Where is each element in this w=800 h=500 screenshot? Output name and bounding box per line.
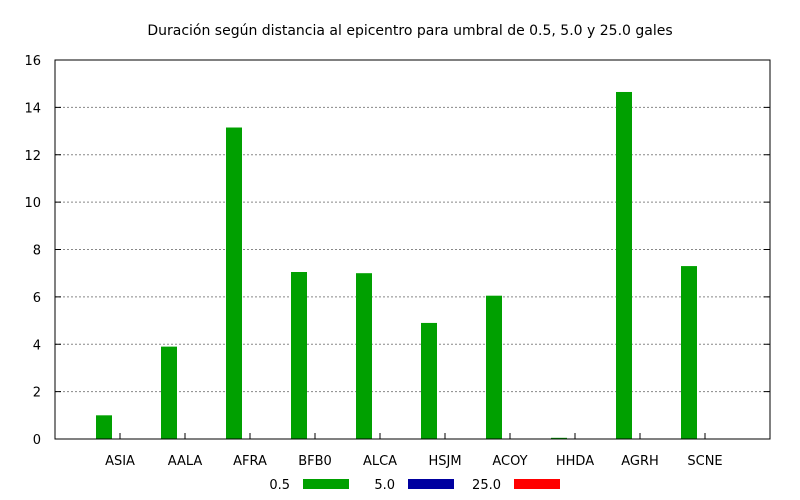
- legend-label: 25.0: [472, 478, 501, 493]
- y-tick-label: 16: [24, 54, 41, 69]
- bar-0-5-asia: [96, 415, 112, 439]
- y-tick-label: 4: [33, 338, 41, 353]
- legend-swatch: [514, 479, 560, 489]
- x-tick-label: ASIA: [105, 454, 135, 469]
- y-tick-label: 10: [24, 196, 41, 211]
- y-tick-label: 2: [33, 386, 41, 401]
- bar-0-5-hsjm: [421, 322, 437, 439]
- y-tick-label: 0: [33, 433, 41, 448]
- x-tick-label: ACOY: [492, 454, 527, 469]
- y-tick-label: 6: [33, 291, 41, 306]
- y-tick-label: 14: [24, 101, 41, 116]
- bar-0-5-alca: [356, 273, 372, 439]
- x-tick-label: HHDA: [556, 454, 594, 469]
- bar-0-5-acoy: [486, 295, 502, 439]
- gridlines: [55, 106, 770, 393]
- x-tick-label: HSJM: [428, 454, 461, 469]
- bar-0-5-bfb0: [291, 272, 307, 439]
- legend-swatch: [303, 479, 349, 489]
- legend: 0.5 5.0 25.0: [269, 478, 560, 493]
- legend-swatch: [408, 479, 454, 489]
- legend-label: 5.0: [374, 478, 395, 493]
- y-axis: 0 2 4 6 8 10 12 14 16: [24, 54, 770, 448]
- x-axis: ASIA AALA AFRA BFB0 ALCA HSJM ACOY HHDA AGRH SCNE: [105, 433, 723, 469]
- x-tick-label: BFB0: [298, 454, 332, 469]
- x-tick-label: AFRA: [233, 454, 267, 469]
- chart-title: Duración según distancia al epicentro pa…: [147, 23, 672, 39]
- x-tick-label: AGRH: [621, 454, 659, 469]
- bar-0-5-aala: [161, 346, 177, 439]
- bar-0-5-agrh: [616, 91, 632, 440]
- bars: [96, 91, 697, 440]
- bar-0-5-afra: [226, 127, 242, 440]
- x-tick-label: SCNE: [687, 454, 722, 469]
- x-tick-label: ALCA: [363, 454, 397, 469]
- x-tick-label: AALA: [168, 454, 203, 469]
- bar-0-5-scne: [681, 266, 697, 439]
- y-tick-label: 12: [24, 149, 41, 164]
- bar-0-5-hhda: [551, 437, 567, 439]
- y-tick-label: 8: [33, 244, 41, 259]
- legend-label: 0.5: [269, 478, 290, 493]
